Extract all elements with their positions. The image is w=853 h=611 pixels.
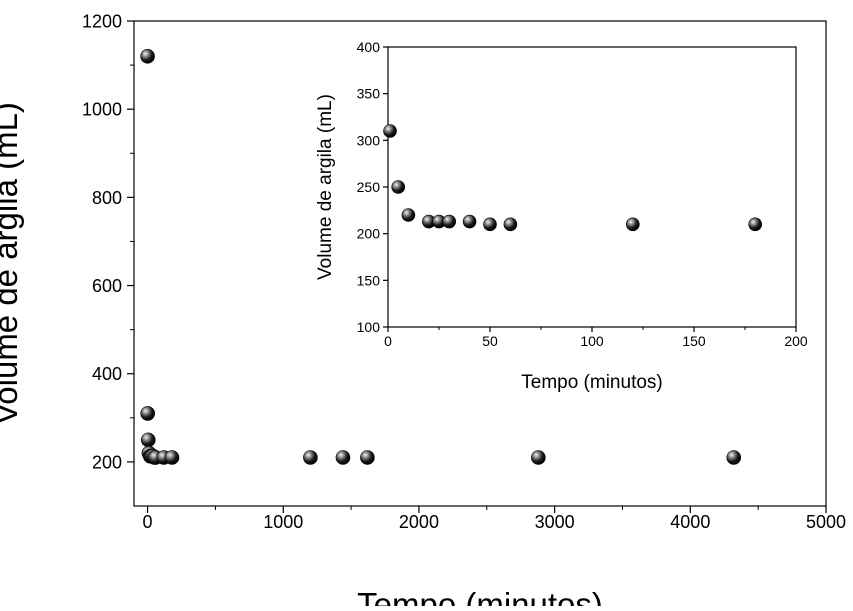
inset-data-point [625,217,640,232]
main-data-point [335,450,351,465]
inset-x-tick-label: 150 [682,333,706,349]
main-y-tick-label: 1000 [82,100,122,120]
inset-y-tick-label: 350 [357,86,381,102]
main-data-point [140,48,155,64]
main-x-tick-label: 1000 [263,512,303,532]
inset-data-point [401,208,416,222]
main-data-point [726,450,742,465]
inset-y-tick-label: 400 [357,39,381,55]
main-data-point [360,450,375,465]
inset-data-point [503,217,518,232]
main-data-point [140,406,156,421]
main-y-tick-label: 400 [92,364,122,384]
main-x-tick-label: 5000 [806,512,846,532]
main-y-tick-label: 600 [92,276,122,296]
main-y-tick-label: 1200 [82,11,122,31]
inset-y-tick-label: 300 [357,132,381,148]
inset-data-point [383,124,397,138]
main-data-point [531,450,546,465]
inset-x-tick-label: 100 [580,333,604,349]
main-x-tick-label: 3000 [535,512,575,532]
main-data-point [140,432,156,448]
inset-y-tick-label: 250 [357,179,381,195]
inset-y-tick-label: 150 [357,272,381,288]
main-x-tick-label: 2000 [399,512,439,532]
main-y-axis-label: Volume de argila (mL) [0,102,24,425]
main-x-tick-label: 4000 [670,512,710,532]
main-plot-frame [133,20,827,507]
main-y-tick-label: 800 [92,188,122,208]
inset-data-point [748,217,763,232]
main-data-point [303,450,318,465]
inset-data-point [391,180,406,194]
inset-y-tick-label: 100 [357,319,381,335]
inset-background [388,47,796,327]
main-x-tick-label: 0 [143,512,153,532]
inset-plot: 0 50 100 150 200 100 150 200 250 300 350 400 Tempo (… [315,39,808,393]
inset-y-tick-label: 200 [357,226,381,242]
inset-x-tick-label: 0 [384,333,392,349]
inset-data-point [462,214,477,229]
inset-x-tick-label: 50 [482,333,498,349]
inset-y-axis-label: Volume de argila (mL) [315,94,336,280]
main-x-axis-label: Tempo (minutos) [357,586,603,606]
inset-data-point [442,214,457,229]
inset-x-tick-label: 200 [784,333,808,349]
main-y-tick-label: 200 [92,452,122,472]
inset-x-axis-label: Tempo (minutos) [521,372,663,393]
main-data-point [164,450,180,465]
inset-data-point [483,217,497,232]
